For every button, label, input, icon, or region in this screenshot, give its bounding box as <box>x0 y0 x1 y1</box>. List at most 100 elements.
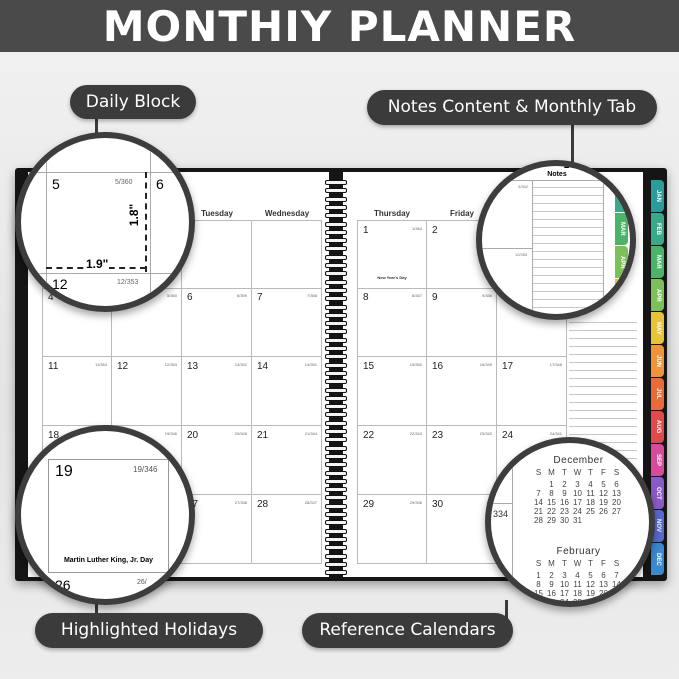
day-count: 20/345 <box>234 431 247 436</box>
notes-line <box>533 299 603 300</box>
day-number: 23 <box>432 430 444 441</box>
day-count: 13/352 <box>234 362 247 367</box>
spiral-ring-icon <box>325 445 347 451</box>
day-count: 19/346 <box>164 431 177 436</box>
spiral-ring-icon <box>325 495 347 501</box>
mini-calendar-day: 2 <box>562 480 567 489</box>
mini-calendar-day: 26 <box>599 507 608 516</box>
mini-calendar-day: 7 <box>536 489 541 498</box>
notes-line <box>569 426 637 427</box>
notes-line <box>533 235 603 236</box>
weekday-letter: T <box>588 559 593 568</box>
day-cell: 15 15/350 <box>357 357 427 426</box>
weekday-letter: S <box>613 468 620 477</box>
february-title: February <box>556 546 601 557</box>
day-number: 28 <box>257 499 269 510</box>
day-count: 21/344 <box>304 431 317 436</box>
mini-calendar-day: 10 <box>573 489 582 498</box>
notes-magnifier: 20 Notes 3/362 10/355 FEB MAR APR MAY <box>476 160 636 320</box>
spiral-ring-icon <box>325 287 347 293</box>
month-tab-dec[interactable]: DEC <box>651 543 664 575</box>
notes-line <box>569 386 637 387</box>
day-cell: 11 11/354 <box>42 357 112 426</box>
spiral-ring-icon <box>325 561 347 567</box>
mini-calendar-day: 14 <box>534 498 543 507</box>
spiral-ring-icon <box>325 296 347 302</box>
notes-line <box>533 291 603 292</box>
spiral-ring-icon <box>325 213 347 219</box>
spiral-ring-icon <box>325 180 347 185</box>
spiral-ring-icon <box>325 437 347 443</box>
mini-calendar-day: 28 <box>534 516 543 525</box>
spiral-ring-icon <box>325 462 347 468</box>
mini-calendar-day: 25 <box>573 598 582 607</box>
weekday-header: Tuesday <box>201 209 233 218</box>
month-tab-feb[interactable]: FEB <box>651 213 664 245</box>
mini-calendar-day: 18 <box>586 498 595 507</box>
month-tab-mar: MAR <box>615 213 628 245</box>
mini-calendar-day: 21 <box>534 507 543 516</box>
spiral-ring-icon <box>325 196 347 202</box>
month-tab-jul[interactable]: JUL <box>651 378 664 410</box>
day-number: 24 <box>502 430 514 441</box>
month-tab-sep[interactable]: SEP <box>651 444 664 476</box>
day-number: 12 <box>117 361 129 372</box>
callout-holidays: Highlighted Holidays <box>35 613 263 648</box>
mini-calendar-day: 23 <box>547 598 556 607</box>
spiral-ring-icon <box>325 188 347 194</box>
reference-calendar-magnifier: 334 December February S M T W T F S 1 2 3 4 5 6 7 8 9 10… <box>485 437 655 607</box>
notes-line <box>569 442 637 443</box>
spiral-ring-icon <box>325 312 347 318</box>
day-count: 12/353 <box>164 362 177 367</box>
weekday-letter: M <box>548 468 555 477</box>
mini-calendar-day: 20 <box>612 498 621 507</box>
day-count: 8/357 <box>411 293 422 298</box>
mini-calendar-day: 26 <box>586 598 595 607</box>
day-number: 19 <box>55 463 73 480</box>
month-tab-oct[interactable]: OCT <box>651 477 664 509</box>
month-tab-apr: APR <box>615 246 628 278</box>
mini-calendar-day: 5 <box>601 480 606 489</box>
spiral-ring-icon <box>325 346 347 351</box>
day-number: 13 <box>187 361 199 372</box>
notes-line <box>533 227 603 228</box>
day-cell: 23 23/342 <box>427 426 497 495</box>
notes-line <box>533 219 603 220</box>
day-number: 6 <box>156 176 164 192</box>
day-count: 12/353 <box>117 279 139 286</box>
weekday-letter: F <box>601 468 606 477</box>
day-number: 4 <box>48 292 54 303</box>
mini-calendar-day: 6 <box>614 480 619 489</box>
width-label: 1.9" <box>85 257 110 271</box>
month-tab-may[interactable]: MAY <box>651 312 664 344</box>
mini-calendar-day: 2 <box>549 571 554 580</box>
month-tab-mar[interactable]: MAR <box>651 246 664 278</box>
weekday-letter: M <box>548 559 555 568</box>
spiral-ring-icon <box>325 204 347 210</box>
month-tab-aug[interactable]: AUG <box>651 411 664 443</box>
day-count: 22/343 <box>409 431 422 436</box>
day-count: 28/337 <box>304 500 317 505</box>
day-count: 24/341 <box>549 431 562 436</box>
spiral-ring-icon <box>325 453 347 459</box>
month-tab-jan[interactable]: JAN <box>651 180 664 212</box>
weekday-header: Wednesday <box>264 209 310 218</box>
mini-calendar-day: 12 <box>586 580 595 589</box>
spiral-ring-icon <box>325 429 347 434</box>
mini-calendar-day: 5 <box>588 571 593 580</box>
mini-calendar-day: 8 <box>536 580 541 589</box>
weekday-letter: T <box>562 559 567 568</box>
spiral-ring-icon <box>325 354 347 360</box>
notes-line <box>533 267 603 268</box>
month-tab-jun[interactable]: JUN <box>651 345 664 377</box>
month-tab-apr[interactable]: APR <box>651 279 664 311</box>
mini-calendar-day: 15 <box>534 589 543 598</box>
mini-calendar-day: 31 <box>573 516 582 525</box>
weekday-letter: T <box>562 468 567 477</box>
mini-calendar-day: 10 <box>560 580 569 589</box>
notes-line <box>569 346 637 347</box>
callout-connector <box>95 600 98 615</box>
day-number: 2 <box>432 225 438 236</box>
callout-connector <box>505 600 508 628</box>
day-cell: 7 7/358 <box>252 288 322 357</box>
